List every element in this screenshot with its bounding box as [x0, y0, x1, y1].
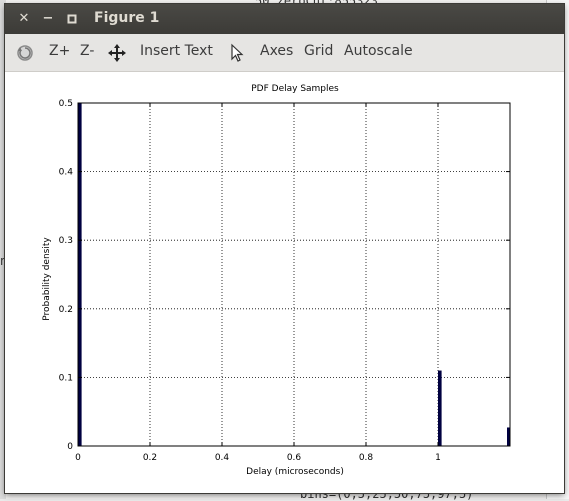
y-tick-label: 0 — [67, 442, 73, 452]
insert-text-button[interactable]: Insert Text — [140, 43, 213, 59]
x-tick-label: 0.2 — [143, 453, 157, 463]
bar-0 — [78, 103, 82, 446]
figure-window: ✕ − Figure 1 Z+ Z- Insert Text Axes — [5, 4, 564, 493]
ticks: 0 0.2 0.4 0.6 0.8 1 0 0.1 0.2 0.3 0.4 0.5 — [59, 99, 510, 463]
background-text-left: n — [0, 254, 8, 268]
chart-title: PDF Delay Samples — [251, 84, 339, 94]
y-tick-label: 0.5 — [59, 99, 73, 109]
y-axis-label: Probability density — [42, 237, 52, 321]
background-left-strip — [0, 0, 6, 499]
x-tick-label: 1 — [435, 453, 441, 463]
x-axis-label: Delay (microseconds) — [246, 467, 344, 477]
close-icon[interactable]: ✕ — [18, 11, 30, 26]
title-bar[interactable]: ✕ − Figure 1 — [5, 4, 564, 34]
grid-lines — [78, 103, 510, 446]
move-icon[interactable] — [107, 43, 127, 63]
axes-button[interactable]: Axes — [260, 43, 294, 59]
plot-area[interactable]: PDF Delay Samples Delay (microseconds) P… — [5, 72, 564, 493]
x-tick-label: 0 — [75, 453, 81, 463]
toolbar: Z+ Z- Insert Text Axes Grid Autoscale — [5, 34, 564, 72]
x-tick-label: 0.4 — [215, 453, 230, 463]
y-tick-label: 0.2 — [59, 305, 73, 315]
minimize-icon[interactable]: − — [42, 11, 54, 26]
bars — [78, 103, 510, 446]
y-tick-label: 0.1 — [59, 373, 73, 383]
x-tick-label: 0.8 — [359, 453, 374, 463]
chart-canvas: PDF Delay Samples Delay (microseconds) P… — [42, 84, 511, 477]
zoom-out-button[interactable]: Z- — [80, 43, 95, 59]
maximize-icon[interactable] — [63, 10, 81, 28]
zoom-in-button[interactable]: Z+ — [49, 43, 71, 59]
y-tick-label: 0.3 — [59, 236, 73, 246]
x-tick-label: 0.6 — [287, 453, 302, 463]
window-title: Figure 1 — [94, 10, 160, 26]
autoscale-button[interactable]: Autoscale — [344, 43, 413, 59]
reset-icon[interactable] — [15, 43, 35, 63]
pointer-icon[interactable] — [228, 43, 248, 63]
bar-1 — [438, 370, 442, 446]
grid-button[interactable]: Grid — [304, 43, 334, 59]
bar-2 — [507, 427, 510, 446]
y-tick-label: 0.4 — [59, 168, 74, 178]
